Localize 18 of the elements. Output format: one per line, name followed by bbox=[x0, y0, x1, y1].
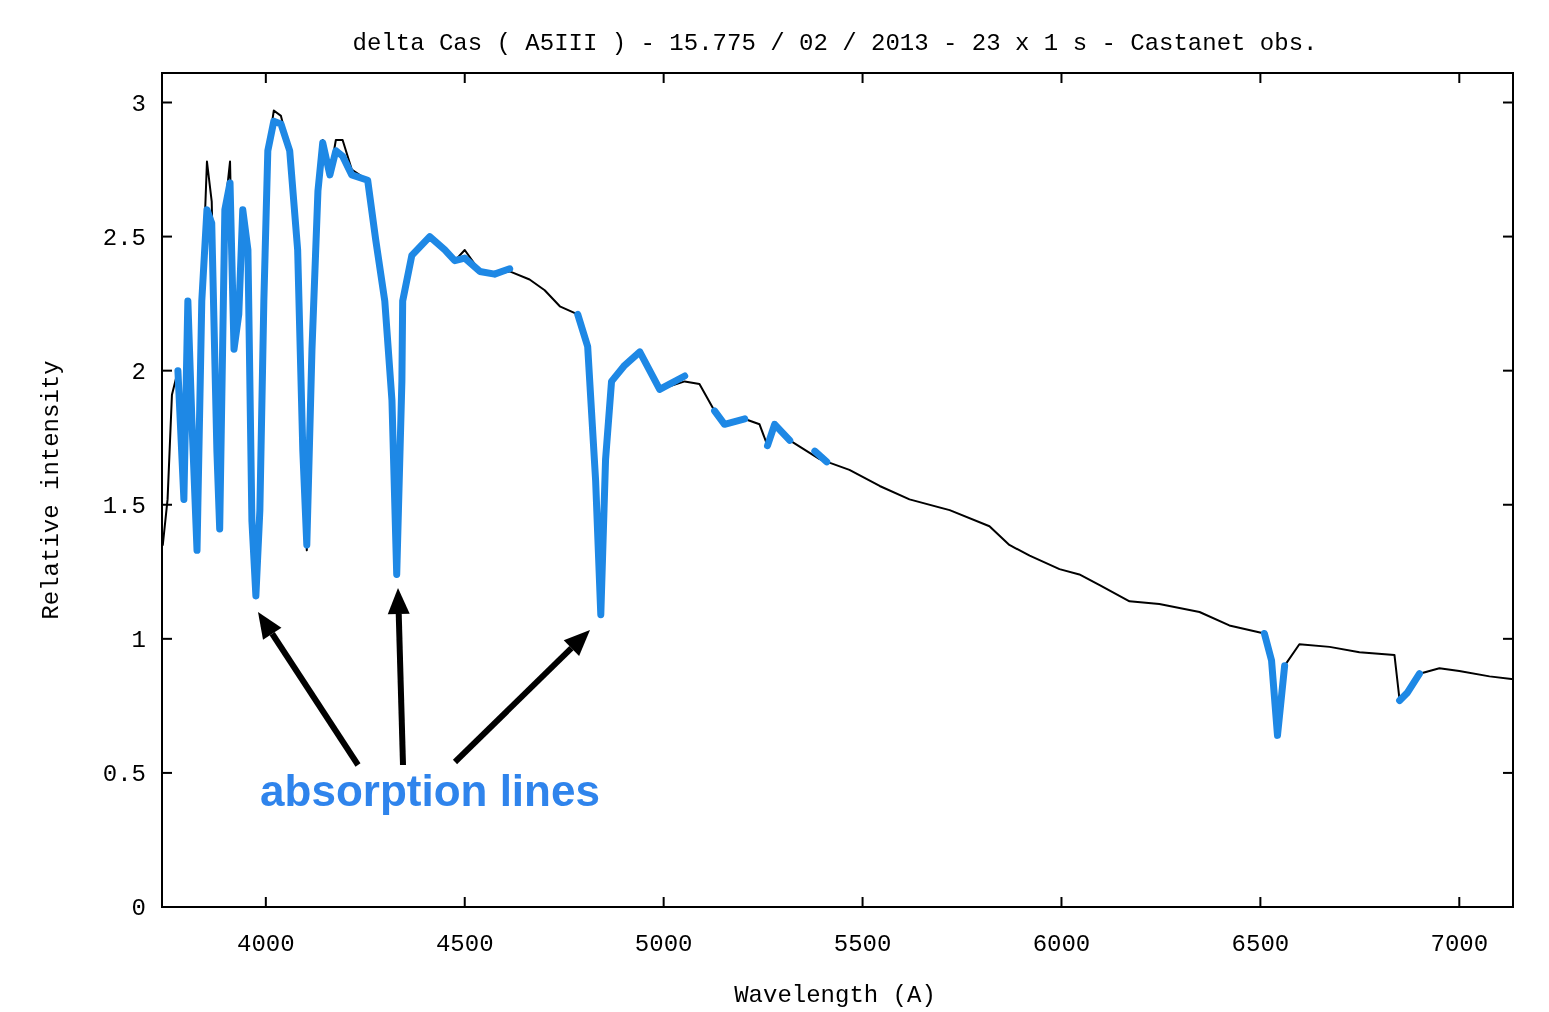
x-axis-title: Wavelength (A) bbox=[734, 982, 936, 1009]
x-tick-label: 4500 bbox=[435, 931, 494, 958]
x-tick-label: 7000 bbox=[1430, 931, 1489, 958]
x-tick-label: 5500 bbox=[833, 931, 892, 958]
x-tick-label: 6000 bbox=[1032, 931, 1091, 958]
y-axis-title: Relative intensity bbox=[38, 360, 65, 620]
y-tick-label: 0 bbox=[131, 895, 146, 923]
x-tick-label: 4000 bbox=[237, 931, 295, 958]
y-tick-label: 3 bbox=[131, 90, 146, 118]
y-tick-label: 2.5 bbox=[102, 224, 146, 252]
y-tick-label: 2 bbox=[131, 359, 146, 387]
annotation: absorption lines bbox=[260, 766, 600, 815]
y-tick-label: 0.5 bbox=[102, 761, 146, 789]
x-tick-label: 6500 bbox=[1231, 931, 1290, 958]
y-tick-label: 1 bbox=[131, 627, 146, 655]
y-tick-label: 1.5 bbox=[102, 493, 146, 521]
chart-title: delta Cas ( A5III ) - 15.775 / 02 / 2013 - 23 x 1 s - Castanet obs. bbox=[352, 30, 1318, 57]
x-tick-label: 5000 bbox=[634, 931, 693, 958]
